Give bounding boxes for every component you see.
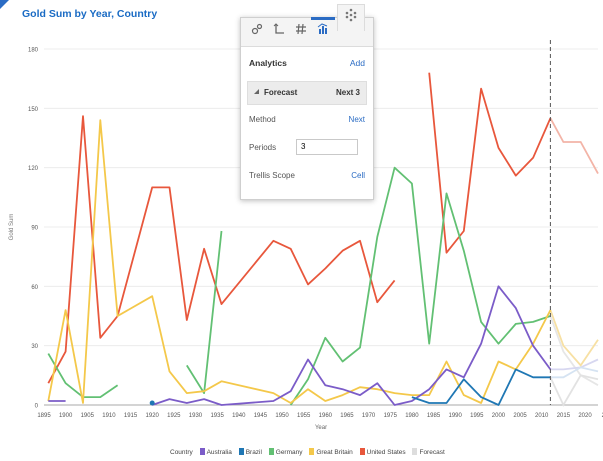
periods-row: Periods [249,143,365,152]
popup-tab-bar [241,4,373,47]
properties-popup: Analytics Add Forecast Next 3 Method Nex… [240,4,374,200]
analytics-title: Analytics [249,58,287,68]
y-tick-label: 180 [28,48,39,54]
y-tick-label: 0 [35,404,39,410]
forecast-line [550,366,599,379]
x-tick-label: 1910 [102,413,116,419]
trellis-scope-row: Trellis Scope Cell [249,171,365,180]
axis-tab[interactable] [269,23,289,41]
analytics-heading: Analytics Add [249,58,365,68]
legend-label-forecast[interactable]: Forecast [419,449,445,456]
forecast-line [549,315,599,386]
legend-swatch-great-britain [309,448,315,455]
trellis-scope-label: Trellis Scope [249,171,295,180]
series-line-united-states [47,72,552,384]
x-tick-label: 2020 [578,413,592,419]
legend-label-united-states[interactable]: United States [366,449,406,456]
x-tick-label: 1950 [275,413,289,419]
y-axis-title: Gold Sum [9,214,15,241]
x-tick-label: 1945 [254,413,268,419]
x-tick-label: 1970 [362,413,376,419]
x-tick-label: 2005 [513,413,527,419]
hash-icon [296,23,306,35]
selection-corner-marker [0,0,9,9]
grid-dots-icon [345,8,357,22]
x-tick-label: 1985 [427,413,441,419]
x-axis-title: Year [315,425,327,431]
x-tick-label: 1905 [81,413,95,419]
forecast-label: Forecast [264,88,298,97]
series-line-great-britain [47,119,552,404]
x-tick-label: 1965 [340,413,354,419]
method-row: Method Next [249,115,365,124]
x-tick-label: 1930 [189,413,203,419]
forecast-line [550,358,599,371]
forecast-row[interactable]: Forecast Next 3 [247,81,367,105]
legend-swatch-australia [199,448,205,455]
x-tick-label: 2000 [492,413,506,419]
periods-label: Periods [249,143,277,152]
legend-swatch-forecast [412,448,418,455]
gears-icon [251,23,263,35]
y-tick-label: 90 [31,226,38,232]
forecast-line [549,117,599,175]
legend-swatch-germany [268,448,274,455]
method-label: Method [249,115,276,124]
x-tick-label: 1955 [297,413,311,419]
x-tick-label: 1975 [384,413,398,419]
x-tick-label: 2010 [535,413,549,419]
method-value-link[interactable]: Next [348,115,365,124]
y-tick-label: 30 [31,344,38,350]
legend: Country Australia Brazil Germany Great B… [170,448,445,456]
axis-icon [273,23,284,34]
brazil-point [149,400,155,406]
x-tick-label: 1940 [232,413,246,419]
series-line-australia [48,285,552,406]
collapse-triangle-icon[interactable] [254,89,259,94]
trellis-scope-value-link[interactable]: Cell [351,171,365,180]
analytics-tab[interactable] [311,17,335,41]
add-link[interactable]: Add [349,58,365,68]
legend-label-australia[interactable]: Australia [206,449,232,456]
settings-tab[interactable] [247,23,267,41]
x-tick-label: 1915 [124,413,138,419]
x-tick-label: 1935 [210,413,224,419]
forecast-line [549,374,599,407]
legend-label-brazil[interactable]: Brazil [245,449,262,456]
x-tick-label: 2015 [557,413,571,419]
more-tab[interactable] [337,4,365,31]
number-format-tab[interactable] [291,23,311,41]
y-tick-label: 60 [31,285,38,291]
x-tick-label: 1925 [167,413,181,419]
x-tick-label: 1960 [319,413,333,419]
forecast-value: Next 3 [335,88,360,97]
legend-title: Country [170,449,193,456]
x-tick-label: 202 [602,413,603,419]
y-tick-label: 120 [28,166,39,172]
legend-label-germany[interactable]: Germany [275,449,303,456]
chart-title: Gold Sum by Year, Country [22,8,158,20]
x-tick-label: 1990 [448,413,462,419]
x-tick-label: 1895 [37,413,51,419]
forecast-line [549,309,599,367]
y-tick-label: 150 [28,107,39,113]
x-tick-label: 1995 [470,413,484,419]
periods-input[interactable]: 3 [296,139,358,155]
x-tick-label: 1900 [59,413,73,419]
legend-label-great-britain[interactable]: Great Britain [316,449,353,456]
legend-swatch-united-states [359,448,365,455]
x-tick-label: 1920 [146,413,160,419]
analytics-icon [317,23,328,34]
legend-swatch-brazil [238,448,244,455]
series-line-brazil [411,368,551,406]
x-tick-label: 1980 [405,413,419,419]
